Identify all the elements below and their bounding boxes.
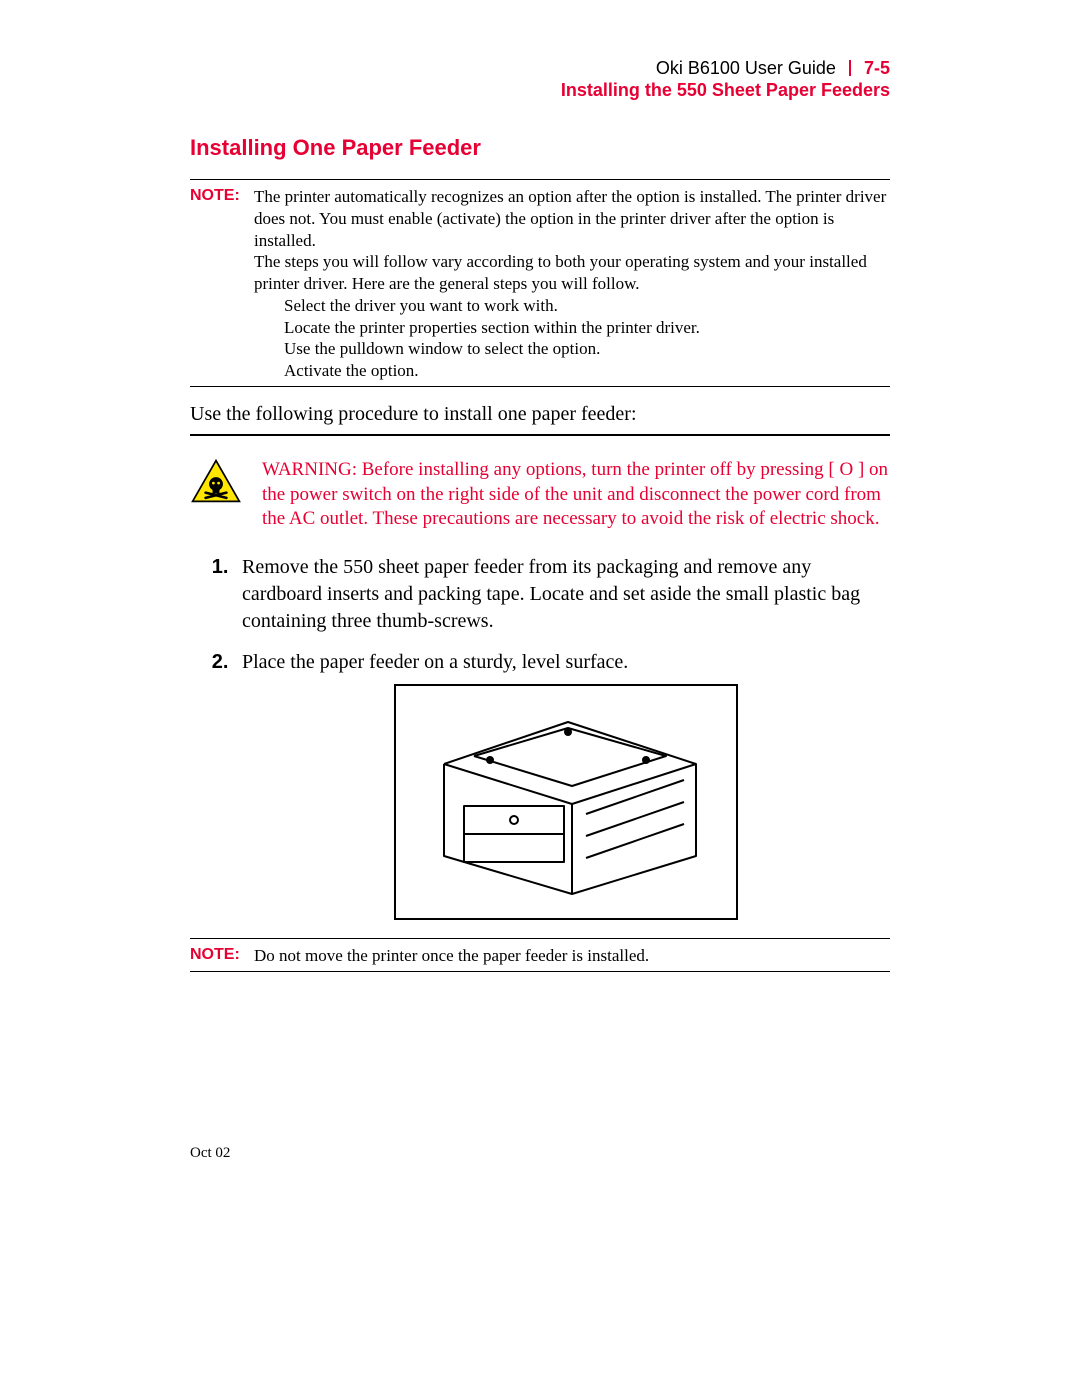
rule-after-note2 (190, 971, 890, 972)
note-label: NOTE: (190, 186, 254, 382)
note-text-2: The steps you will follow vary according… (254, 251, 890, 295)
step-2: Place the paper feeder on a sturdy, leve… (234, 649, 890, 920)
page-header: Oki B6100 User Guide 7-5 Installing the … (190, 58, 890, 101)
header-separator (849, 60, 851, 76)
section-title: Installing One Paper Feeder (190, 135, 890, 161)
header-subtitle: Installing the 550 Sheet Paper Feeders (190, 80, 890, 102)
note-body: The printer automatically recognizes an … (254, 186, 890, 382)
note2-body: Do not move the printer once the paper f… (254, 945, 890, 967)
note-sub-2: Use the pulldown window to select the op… (254, 338, 890, 360)
header-line-1: Oki B6100 User Guide 7-5 (190, 58, 890, 80)
warning-row: WARNING: Before installing any options, … (190, 458, 890, 532)
rule-before-note2 (190, 938, 890, 939)
warning-text: WARNING: Before installing any options, … (262, 458, 890, 532)
guide-title: Oki B6100 User Guide (656, 58, 836, 78)
note-sub-3: Activate the option. (254, 360, 890, 382)
step-2-text: Place the paper feeder on a sturdy, leve… (242, 651, 628, 673)
steps-list: Remove the 550 sheet paper feeder from i… (190, 554, 890, 920)
note-sub-1: Locate the printer properties section wi… (254, 317, 890, 339)
footer-date: Oct 02 (190, 1145, 230, 1162)
note-text-1: The printer automatically recognizes an … (254, 186, 890, 251)
paper-feeder-figure (394, 684, 738, 920)
intro-text: Use the following procedure to install o… (190, 403, 890, 426)
page: Oki B6100 User Guide 7-5 Installing the … (0, 0, 1080, 1397)
page-number: 7-5 (864, 58, 890, 78)
warning-skull-icon (190, 458, 242, 510)
step-1: Remove the 550 sheet paper feeder from i… (234, 554, 890, 635)
note2-label: NOTE: (190, 945, 254, 967)
rule-top (190, 179, 890, 180)
note-block-2: NOTE: Do not move the printer once the p… (190, 945, 890, 967)
thick-rule (190, 434, 890, 436)
note-sub-0: Select the driver you want to work with. (254, 295, 890, 317)
note-block-1: NOTE: The printer automatically recogniz… (190, 186, 890, 382)
rule-after-note1 (190, 386, 890, 387)
warning-icon-wrap (190, 458, 262, 532)
